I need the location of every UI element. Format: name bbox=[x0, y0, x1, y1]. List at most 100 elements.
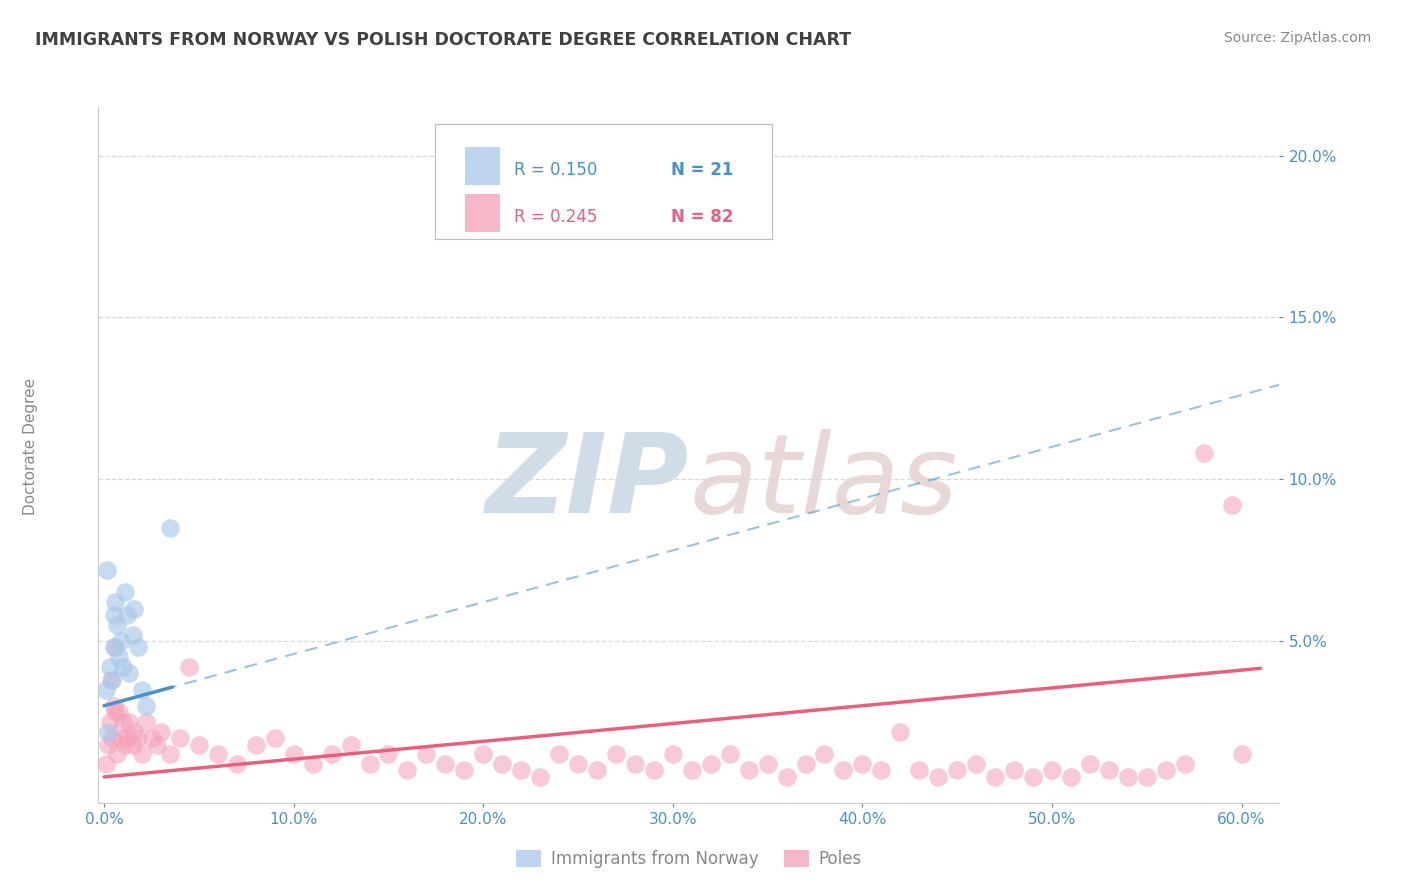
Legend: Immigrants from Norway, Poles: Immigrants from Norway, Poles bbox=[509, 843, 869, 874]
Point bbox=[127, 731, 149, 745]
Point bbox=[1116, 770, 1139, 784]
Point bbox=[135, 714, 157, 729]
Point bbox=[301, 756, 323, 771]
Point bbox=[105, 617, 128, 632]
Point bbox=[112, 660, 135, 674]
Point bbox=[110, 731, 132, 745]
Point bbox=[434, 756, 457, 771]
Point bbox=[889, 724, 911, 739]
Point bbox=[908, 764, 931, 778]
Point bbox=[110, 634, 132, 648]
Point bbox=[359, 756, 381, 771]
Point bbox=[870, 764, 893, 778]
Point bbox=[946, 764, 969, 778]
Point bbox=[472, 747, 495, 762]
Text: IMMIGRANTS FROM NORWAY VS POLISH DOCTORATE DEGREE CORRELATION CHART: IMMIGRANTS FROM NORWAY VS POLISH DOCTORA… bbox=[35, 31, 851, 49]
Point bbox=[339, 738, 361, 752]
Point bbox=[179, 660, 201, 674]
Point bbox=[1220, 498, 1243, 512]
Point bbox=[529, 770, 551, 784]
Point bbox=[1078, 756, 1101, 771]
Point bbox=[100, 673, 122, 687]
Point bbox=[283, 747, 305, 762]
Point bbox=[98, 714, 121, 729]
Point bbox=[94, 756, 117, 771]
Point bbox=[131, 682, 153, 697]
Point bbox=[605, 747, 627, 762]
Point bbox=[1098, 764, 1121, 778]
Point bbox=[548, 747, 571, 762]
Point bbox=[124, 601, 146, 615]
Point bbox=[114, 738, 136, 752]
Point bbox=[794, 756, 817, 771]
Point bbox=[984, 770, 1007, 784]
Point bbox=[112, 714, 135, 729]
Point bbox=[1174, 756, 1197, 771]
Point bbox=[141, 731, 163, 745]
Point bbox=[927, 770, 949, 784]
Text: N = 21: N = 21 bbox=[671, 161, 734, 178]
Text: R = 0.245: R = 0.245 bbox=[515, 208, 598, 227]
Point bbox=[121, 738, 143, 752]
Point bbox=[737, 764, 759, 778]
Point bbox=[97, 724, 120, 739]
Point bbox=[832, 764, 855, 778]
Point bbox=[1040, 764, 1063, 778]
Point bbox=[108, 650, 131, 665]
Text: R = 0.150: R = 0.150 bbox=[515, 161, 598, 178]
Point bbox=[263, 731, 285, 745]
Point bbox=[491, 756, 513, 771]
Point bbox=[700, 756, 723, 771]
Point bbox=[453, 764, 475, 778]
Point bbox=[104, 705, 127, 719]
Point bbox=[1060, 770, 1083, 784]
Point bbox=[114, 585, 136, 599]
Point bbox=[108, 705, 131, 719]
Point bbox=[415, 747, 437, 762]
Point bbox=[1022, 770, 1045, 784]
Point bbox=[1230, 747, 1253, 762]
Point bbox=[321, 747, 343, 762]
Point bbox=[756, 756, 779, 771]
Bar bbox=[464, 194, 501, 233]
Point bbox=[103, 608, 125, 623]
Point bbox=[118, 714, 141, 729]
Point bbox=[146, 738, 169, 752]
Point bbox=[103, 640, 125, 655]
Point bbox=[624, 756, 647, 771]
Point bbox=[225, 756, 247, 771]
Point bbox=[118, 666, 141, 681]
Point bbox=[100, 673, 122, 687]
Point bbox=[965, 756, 987, 771]
Point bbox=[131, 747, 153, 762]
Text: N = 82: N = 82 bbox=[671, 208, 734, 227]
Point bbox=[662, 747, 685, 762]
Point bbox=[103, 698, 125, 713]
Text: ZIP: ZIP bbox=[485, 429, 689, 536]
Text: Source: ZipAtlas.com: Source: ZipAtlas.com bbox=[1223, 31, 1371, 45]
Point bbox=[245, 738, 267, 752]
Point bbox=[121, 627, 143, 641]
Point bbox=[643, 764, 665, 778]
Point bbox=[207, 747, 229, 762]
Point bbox=[135, 698, 157, 713]
Text: atlas: atlas bbox=[689, 429, 957, 536]
Point bbox=[187, 738, 209, 752]
Point bbox=[159, 747, 181, 762]
Point bbox=[115, 608, 138, 623]
Point bbox=[1002, 764, 1025, 778]
Point bbox=[94, 682, 117, 697]
Point bbox=[1192, 446, 1215, 460]
Point bbox=[98, 660, 121, 674]
Point bbox=[100, 731, 122, 745]
Point bbox=[96, 563, 118, 577]
Point bbox=[103, 640, 125, 655]
Point bbox=[169, 731, 191, 745]
Point bbox=[105, 747, 128, 762]
Point bbox=[396, 764, 419, 778]
Text: Doctorate Degree: Doctorate Degree bbox=[24, 377, 38, 515]
Point bbox=[115, 731, 138, 745]
Point bbox=[1154, 764, 1177, 778]
Bar bbox=[464, 147, 501, 185]
Point bbox=[510, 764, 533, 778]
